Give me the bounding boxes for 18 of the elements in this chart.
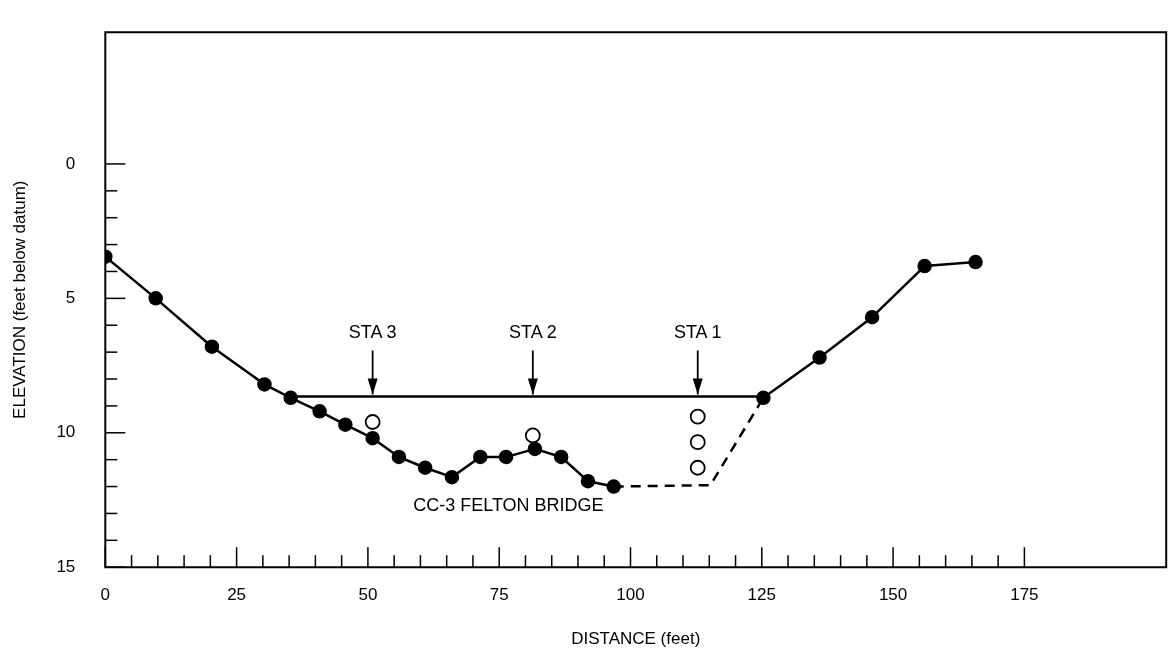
x-tick-label: 25	[227, 585, 247, 605]
x-tick-label: 175	[1010, 585, 1039, 605]
annotation: STA 3	[348, 322, 397, 343]
x-axis-title: DISTANCE (feet)	[571, 629, 701, 649]
y-tick-label: 0	[65, 153, 76, 173]
annotation: STA 1	[673, 322, 722, 343]
x-tick-label: 150	[878, 585, 908, 605]
y-tick-label: 15	[56, 556, 76, 576]
annotation: STA 2	[508, 322, 557, 343]
x-tick-label: 0	[100, 585, 111, 605]
x-tick-label: 100	[616, 585, 645, 605]
y-axis-title: ELEVATION (feet below datum)	[9, 180, 29, 419]
x-tick-label: 75	[489, 585, 509, 605]
y-tick-label: 5	[65, 288, 76, 308]
x-tick-label: 125	[747, 585, 776, 605]
annotation: CC-3 FELTON BRIDGE	[413, 494, 604, 515]
y-tick-label: 10	[56, 422, 76, 442]
x-tick-label: 50	[358, 585, 378, 605]
